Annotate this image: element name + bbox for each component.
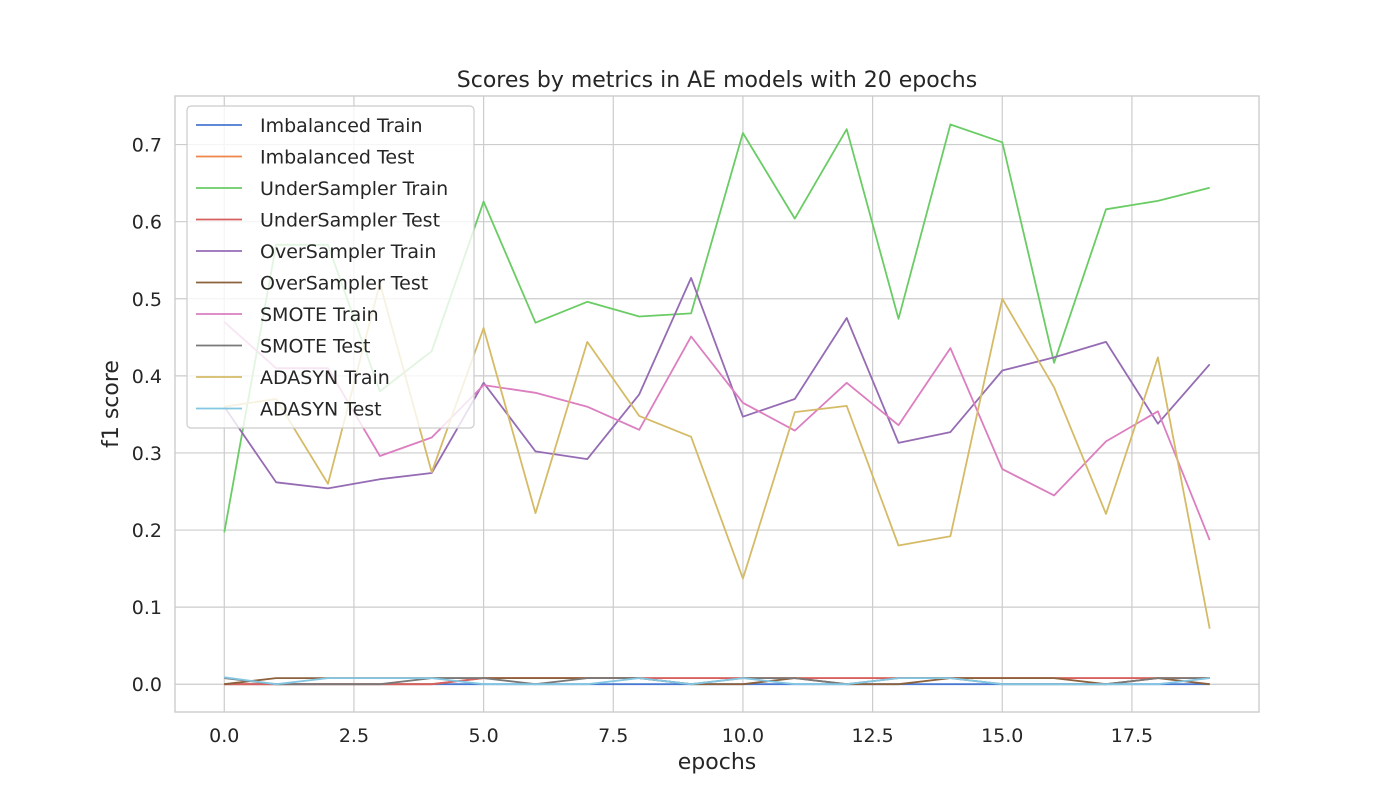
legend-label: SMOTE Train [260, 304, 379, 326]
legend: Imbalanced Train Imbalanced Test UnderSamp… [186, 105, 475, 429]
y-tick-label: 0.3 [132, 443, 162, 465]
x-tick-label: 10.0 [722, 725, 764, 747]
y-tick-label: 0.6 [132, 212, 162, 234]
legend-box [186, 105, 475, 429]
legend-label: OverSampler Test [260, 273, 428, 295]
y-tick-label: 0.1 [132, 597, 162, 619]
chart-title: Scores by metrics in AE models with 20 e… [457, 68, 977, 93]
y-tick-label: 0.4 [132, 366, 162, 388]
x-axis-ticks: 0.0 2.5 5.0 7.5 10.0 12.5 15.0 17.5 [209, 725, 1153, 747]
y-axis-label: f1 score [99, 360, 124, 448]
y-tick-label: 0.7 [132, 135, 162, 157]
x-tick-label: 7.5 [598, 725, 628, 747]
legend-label: OverSampler Train [260, 241, 436, 263]
legend-label: Imbalanced Test [260, 147, 414, 169]
x-tick-label: 17.5 [1111, 725, 1153, 747]
x-tick-label: 15.0 [981, 725, 1023, 747]
legend-label: ADASYN Test [260, 399, 382, 421]
x-tick-label: 2.5 [339, 725, 369, 747]
series-line-5 [223, 276, 1211, 490]
series-line-10 [224, 676, 1210, 686]
y-tick-label: 0.5 [132, 289, 162, 311]
legend-label: Imbalanced Train [260, 115, 423, 137]
legend-label: ADASYN Train [260, 367, 390, 389]
y-axis-ticks: 0.0 0.1 0.2 0.3 0.4 0.5 0.6 0.7 [132, 135, 162, 697]
x-tick-label: 0.0 [209, 725, 239, 747]
plot-frame [174, 95, 1260, 713]
series-line-7 [223, 321, 1211, 541]
legend-label: UnderSampler Test [260, 210, 440, 232]
legend-label: SMOTE Test [260, 336, 370, 358]
y-tick-label: 0.0 [132, 674, 162, 696]
x-tick-label: 12.5 [851, 725, 893, 747]
x-axis-label: epochs [678, 750, 756, 775]
legend-label: UnderSampler Train [260, 178, 448, 200]
x-tick-label: 5.0 [468, 725, 498, 747]
y-tick-label: 0.2 [132, 520, 162, 542]
